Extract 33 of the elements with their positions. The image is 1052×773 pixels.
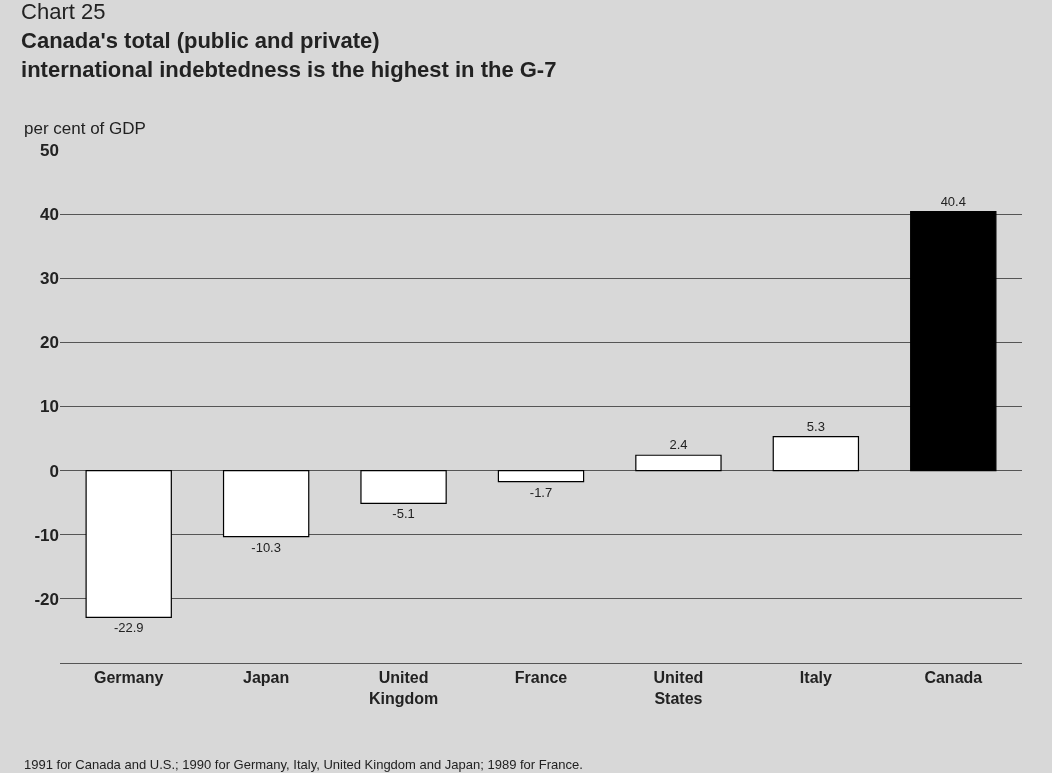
x-tick-label: Italy [799,669,832,687]
data-label: 40.4 [940,193,966,209]
bar [635,454,722,472]
y-tick-label: -20 [34,589,59,609]
bar [497,470,585,483]
y-tick-label: -10 [34,525,59,545]
x-tick-label: France [514,669,568,687]
data-label: 5.3 [806,418,825,434]
y-tick-label: 20 [40,333,59,353]
x-tick-label: Germany [94,669,164,687]
x-tick-label: Japan [243,669,290,687]
y-tick-label: 10 [40,397,59,417]
bar [910,210,997,472]
bar [222,470,310,538]
bar [85,470,172,619]
y-axis-title: per cent of GDP [24,119,146,138]
chart-subtitle: Canada's total (public and private) international indebtedness is the highest in the G-7 [21,27,557,82]
y-tick-label: 0 [49,461,59,481]
data-label: -10.3 [251,539,281,555]
data-label: -5.1 [392,506,415,522]
chart-title: Chart 25 [21,0,106,25]
x-tick-label: United Kingdom [368,669,439,707]
bar [360,470,447,504]
text: 1991 for Canada and U.S.; 1990 for Germany, Italy, United Kingdom and Japan; 1989 for France. [24,757,583,772]
data-label: 2.4 [669,437,688,453]
bar [772,436,860,472]
data-label: -1.7 [529,484,553,500]
data-label: -22.9 [113,620,144,636]
x-tick-label: Canada [924,669,983,687]
y-tick-label: 30 [40,269,59,289]
x-tick-label: United States [653,669,704,707]
y-tick-label: 50 [40,140,59,160]
y-tick-label: 40 [40,205,59,225]
